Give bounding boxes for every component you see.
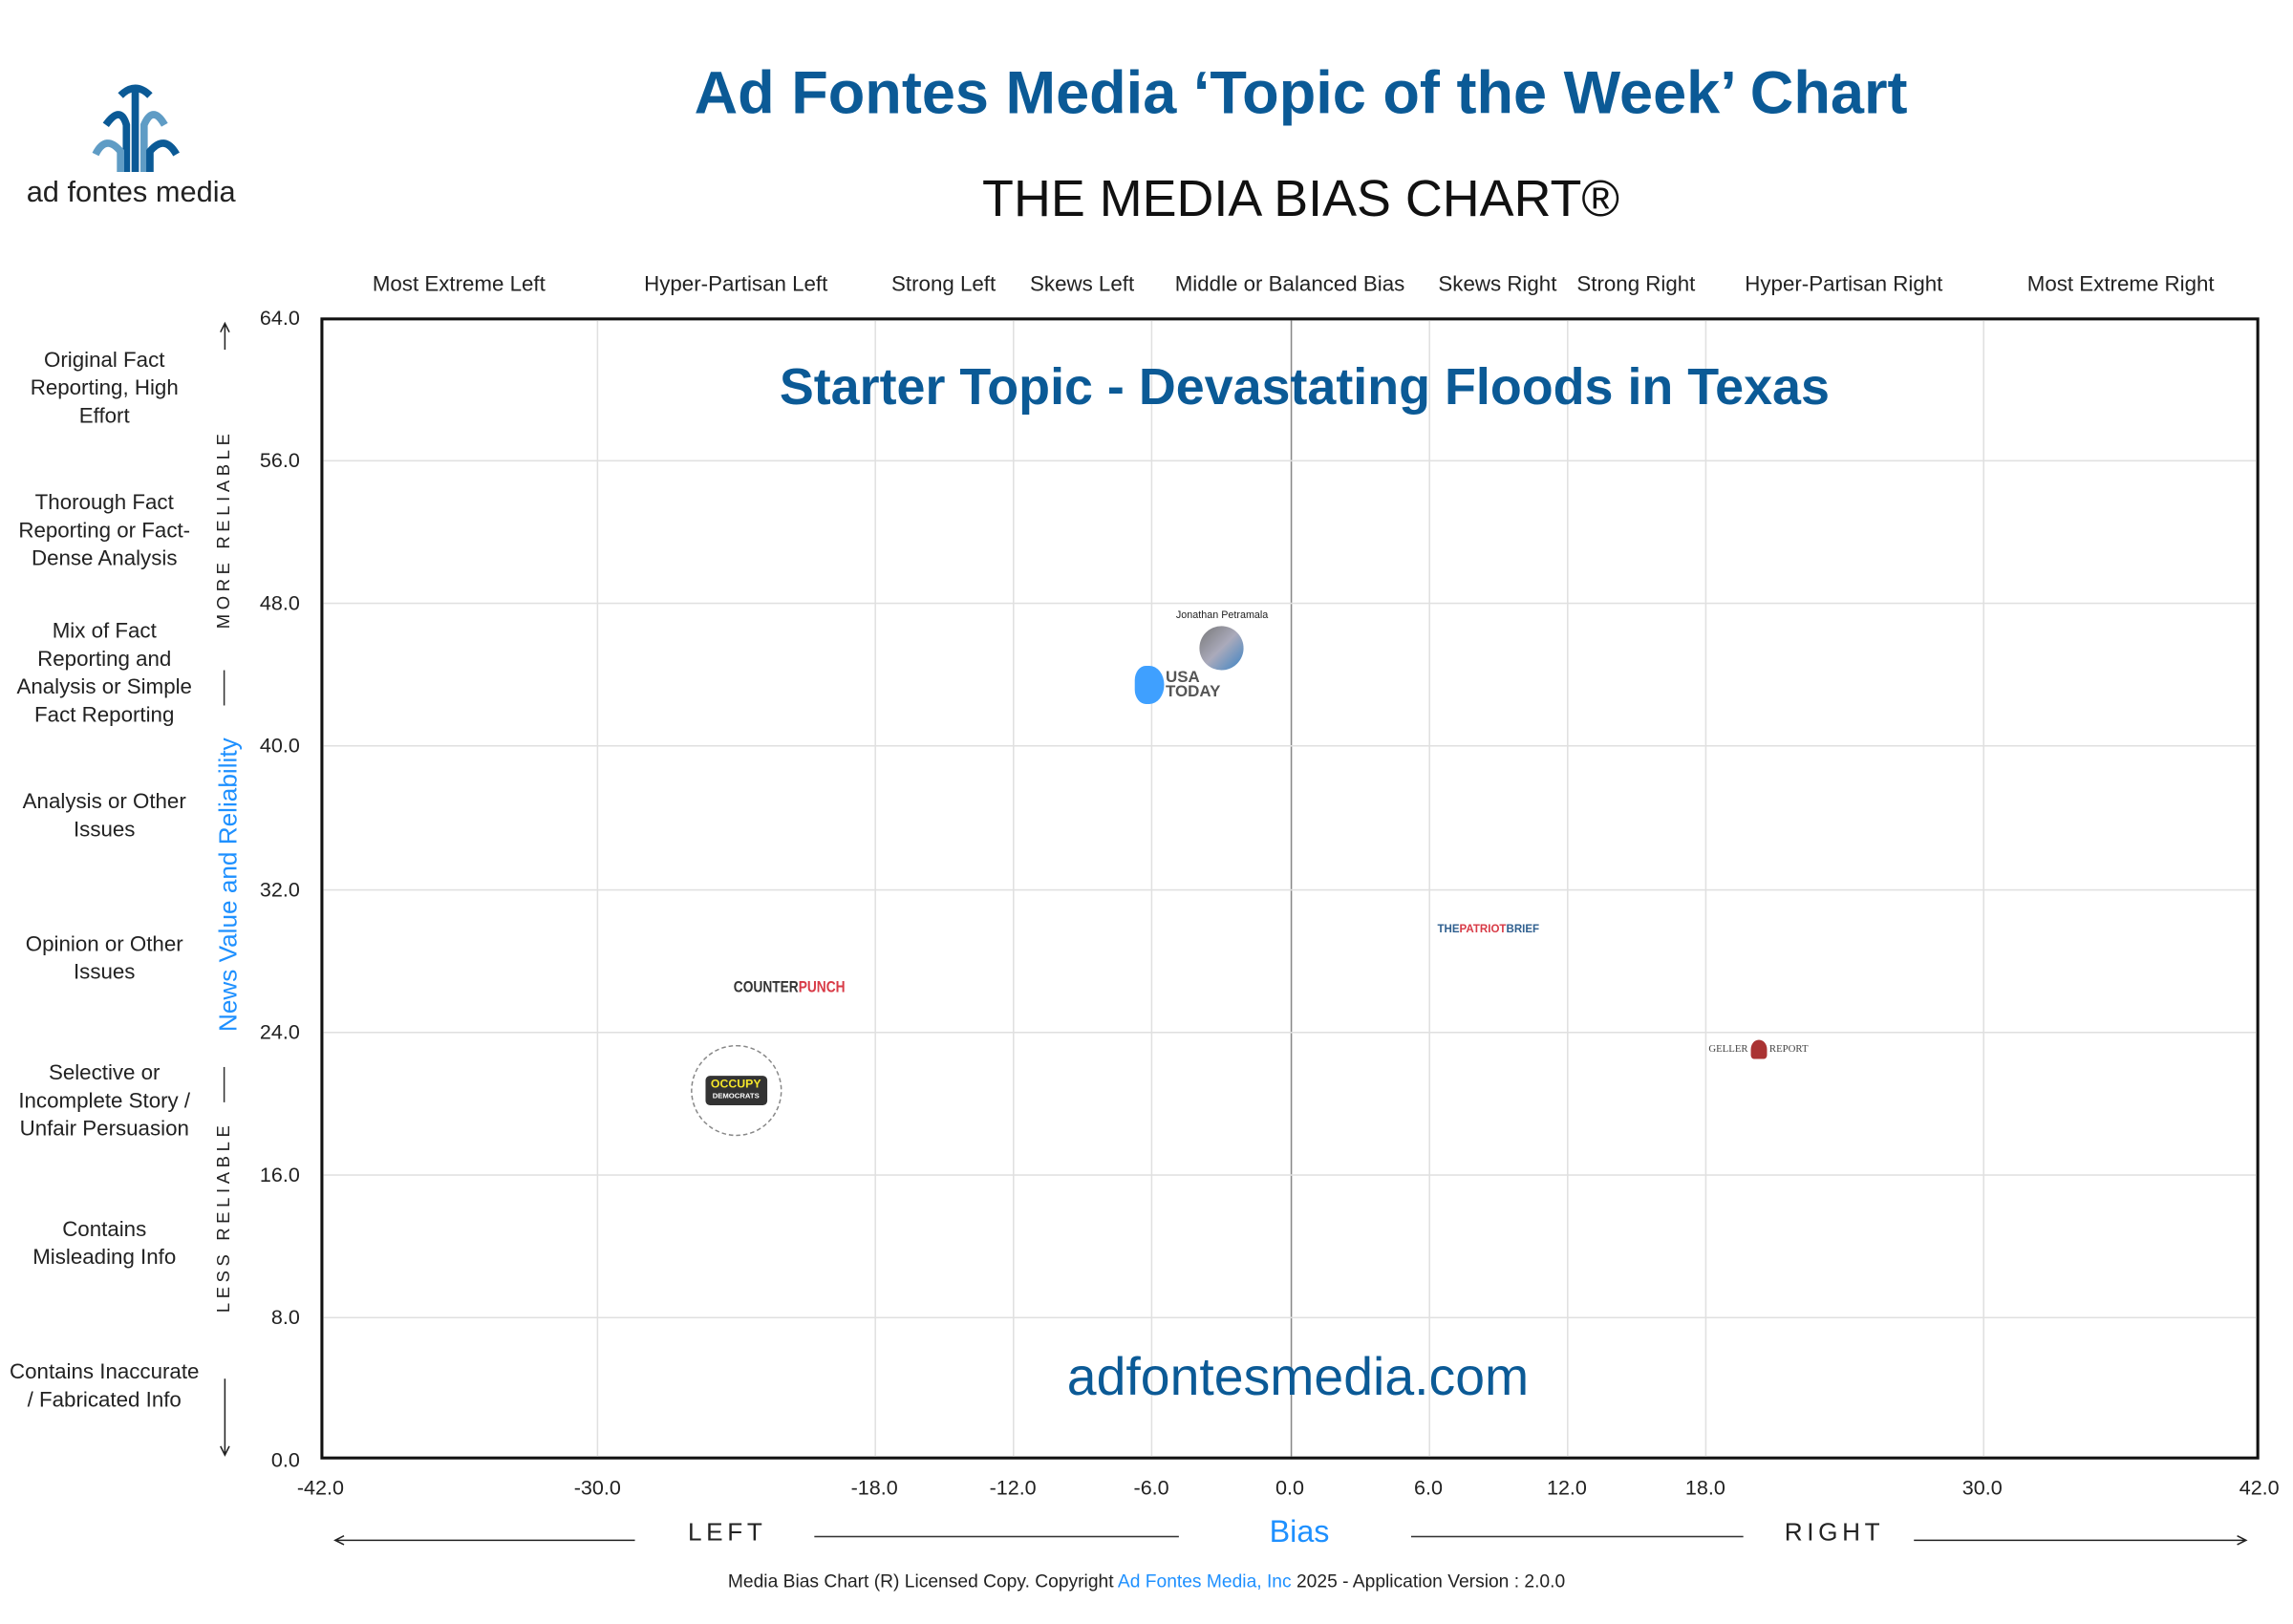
data-point-occupy[interactable]: OCCUPY DEMOCRATS [690,1044,782,1136]
y-tick-label: 16.0 [259,1162,300,1186]
arrow-up-icon [218,320,232,351]
bias-category-label: Hyper-Partisan Right [1745,273,1943,297]
x-tick-label: 6.0 [1413,1475,1443,1500]
x-tick-label: -6.0 [1133,1475,1169,1500]
x-axis-label: Bias [1269,1515,1330,1549]
plot-area [320,317,2260,1460]
logo-part: COUNTER [733,979,799,997]
page-title: Ad Fontes Media ‘Topic of the Week’ Char… [694,58,1908,127]
more-reliable-label: MORE RELIABLE [213,429,234,630]
y-tick-label: 32.0 [259,876,300,901]
reliability-category-label: Original Fact Reporting, High Effort [30,348,179,428]
grid-line-horizontal [323,888,2257,890]
axis-line [814,1535,1179,1538]
bias-category-label: Most Extreme Left [372,273,546,297]
arrow-left-icon [332,1528,635,1546]
y-tick-label: 40.0 [259,734,300,758]
x-tick-label: -42.0 [296,1475,344,1500]
x-tick-label: -30.0 [573,1475,621,1500]
y-tick-label: 0.0 [270,1447,300,1472]
watermark-url: adfontesmedia.com [1066,1346,1530,1407]
less-reliable-label: LESS RELIABLE [213,1121,234,1314]
bias-category-label: Most Extreme Right [2026,273,2215,297]
footer-suffix: 2025 - Application Version : 2.0.0 [1296,1571,1566,1592]
logo-part: PATRIOT [1459,923,1507,936]
reliability-category-label: Mix of Fact Reporting and Analysis or Si… [16,619,192,728]
x-tick-label: 18.0 [1684,1475,1725,1500]
y-tick-label: 64.0 [259,306,300,330]
footer-link[interactable]: Ad Fontes Media, Inc [1117,1571,1292,1592]
logo-part: PUNCH [798,979,846,997]
bias-category-label: Skews Right [1438,273,1557,297]
data-point-geller[interactable]: GELLER REPORT [1708,1039,1809,1059]
logo-part: THE [1437,923,1460,936]
y-axis-label: News Value and Reliability [214,737,243,1033]
bias-category-label: Middle or Balanced Bias [1174,273,1405,297]
fountain-logo-icon [92,84,180,173]
grid-line-horizontal [323,1031,2257,1033]
x-tick-label: 0.0 [1275,1475,1305,1500]
arrow-right-icon [1914,1528,2249,1546]
data-point-usatoday[interactable]: USA TODAY [1165,669,1221,702]
data-point-patriot[interactable]: THEPATRIOTBRIEF [1437,923,1539,936]
footer: Media Bias Chart (R) Licensed Copy. Copy… [0,1571,2293,1592]
bias-category-label: Skews Left [1030,273,1135,297]
x-tick-label: 30.0 [1961,1475,2003,1500]
x-tick-label: 12.0 [1546,1475,1587,1500]
reliability-category-label: Analysis or Other Issues [22,790,186,843]
logo-part: DEMOCRATS [712,1091,760,1100]
grid-line-horizontal [323,459,2257,462]
x-tick-label: 42.0 [2239,1475,2280,1500]
logo-text: ad fontes media [26,176,236,209]
grid-line-horizontal [323,1173,2257,1176]
bias-category-label: Strong Left [891,273,996,297]
y-tick-label: 56.0 [259,448,300,473]
reliability-category-label: Opinion or Other Issues [25,933,183,985]
person-name-label: Jonathan Petramala [1175,609,1269,621]
bias-category-label: Hyper-Partisan Left [644,273,828,297]
logo-part: OCCUPY [710,1077,761,1091]
grid-line-horizontal [323,1316,2257,1318]
x-tick-label: -18.0 [850,1475,898,1500]
y-tick-label: 48.0 [259,590,300,615]
grid-line-horizontal [323,603,2257,605]
grid-line-horizontal [323,745,2257,748]
data-point-person[interactable] [1200,625,1245,671]
occupy-logo: OCCUPY DEMOCRATS [704,1075,767,1105]
data-point-counterpunch[interactable]: COUNTERPUNCH [733,979,845,996]
bias-category-label: Strong Right [1576,273,1696,297]
x-tick-label: -12.0 [989,1475,1037,1500]
axis-line [223,1066,225,1102]
reliability-category-label: Contains Misleading Info [32,1218,177,1271]
right-label: RIGHT [1784,1518,1885,1547]
axis-line [1410,1535,1744,1538]
reliability-category-label: Thorough Fact Reporting or Fact-Dense An… [18,491,191,571]
axis-line [223,670,225,706]
blue-marker-icon[interactable] [1134,666,1165,705]
chart-title: Starter Topic - Devastating Floods in Te… [779,358,1830,417]
reliability-category-label: Contains Inaccurate / Fabricated Info [10,1361,200,1414]
logo-part: BRIEF [1506,923,1540,936]
reliability-category-label: Selective or Incomplete Story / Unfair P… [18,1061,191,1142]
portrait-icon [1750,1039,1768,1059]
left-label: LEFT [688,1518,767,1547]
page-subtitle: THE MEDIA BIAS CHART® [982,170,1620,228]
footer-prefix: Media Bias Chart (R) Licensed Copy. Copy… [727,1571,1114,1592]
y-tick-label: 24.0 [259,1019,300,1043]
y-tick-label: 8.0 [270,1304,300,1329]
arrow-down-icon [218,1378,232,1458]
